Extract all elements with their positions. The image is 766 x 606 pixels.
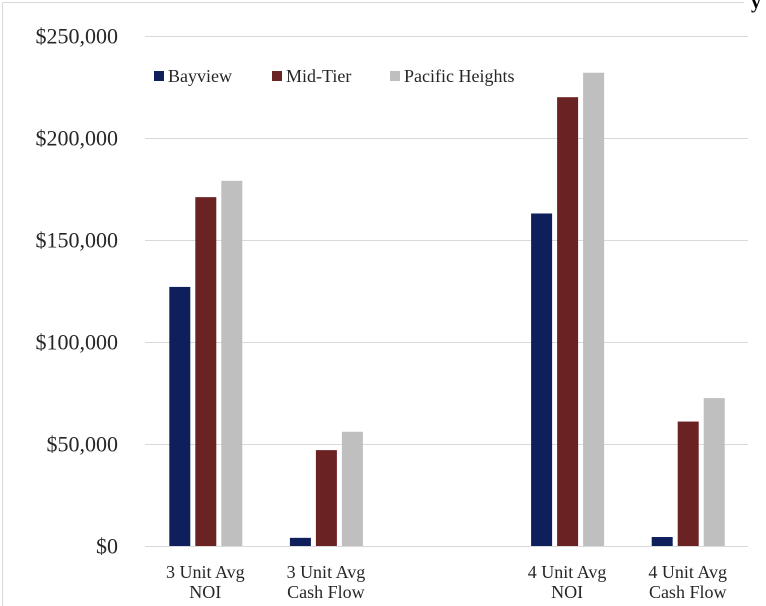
bar-pacific-heights — [221, 180, 243, 546]
bars — [169, 72, 725, 547]
x-category-label: 3 Unit Avg — [287, 562, 366, 582]
x-category-label: 4 Unit Avg — [648, 562, 727, 582]
legend-label: Mid-Tier — [286, 66, 351, 86]
legend-swatch — [154, 71, 164, 81]
bar-mid-tier — [557, 97, 579, 546]
bar-bayview — [651, 537, 673, 546]
x-category-label: 3 Unit Avg — [166, 562, 245, 582]
bar-mid-tier — [195, 197, 217, 546]
legend-swatch — [272, 71, 282, 81]
y-tick-label: $100,000 — [36, 330, 119, 355]
y-axis-tick-labels: $0 $50,000 $100,000 $150,000 $200,000 $250,00… — [36, 24, 119, 559]
bar-mid-tier — [677, 421, 699, 546]
y-tick-label: $50,000 — [47, 432, 119, 457]
y-tick-label: $0 — [96, 534, 118, 559]
y-tick-label: $200,000 — [36, 126, 119, 151]
legend-swatch — [390, 71, 400, 81]
clipped-title-fragment: y — [751, 0, 761, 13]
x-category-label: NOI — [551, 582, 583, 602]
bar-bayview — [531, 213, 553, 547]
legend-label: Bayview — [168, 66, 232, 86]
bar-pacific-heights — [341, 431, 363, 546]
x-category-label: NOI — [189, 582, 221, 602]
legend-label: Pacific Heights — [404, 66, 514, 86]
y-tick-label: $150,000 — [36, 228, 119, 253]
legend: Bayview Mid-Tier Pacific Heights — [154, 66, 514, 86]
x-category-label: 4 Unit Avg — [528, 562, 607, 582]
x-category-label: Cash Flow — [649, 582, 727, 602]
gridlines — [145, 36, 748, 547]
x-category-label: Cash Flow — [287, 582, 365, 602]
bar-mid-tier — [315, 450, 337, 546]
bar-pacific-heights — [583, 72, 605, 546]
y-tick-label: $250,000 — [36, 24, 119, 49]
bar-pacific-heights — [703, 398, 725, 546]
bar-bayview — [169, 286, 191, 546]
bar-bayview — [289, 537, 311, 546]
